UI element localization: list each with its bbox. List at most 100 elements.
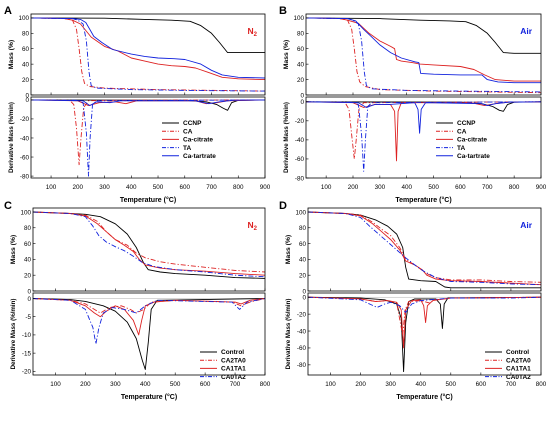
series-line-control <box>308 211 541 289</box>
plot-frame <box>307 207 542 292</box>
series-line-ca2ta0 <box>33 298 265 314</box>
y-tick-label: -20 <box>295 118 305 125</box>
legend-entry: Ca-tartrate <box>183 153 216 160</box>
legend-entry: Ca-citrate <box>457 137 487 144</box>
y-axis-label: Derivative Mass (%/min) <box>285 299 292 370</box>
series-line-control <box>33 298 265 370</box>
y-tick-label: 0 <box>302 295 306 302</box>
y-tick-label: 100 <box>20 209 31 216</box>
atmosphere-label: N2 <box>248 220 258 232</box>
x-tick-label: 700 <box>230 381 241 388</box>
atmosphere-label: N2 <box>248 26 258 38</box>
mass-subplot: 0 20 40 60 80 100 Mass (%) <box>8 13 266 99</box>
x-tick-label: 300 <box>375 184 386 191</box>
legend-entry: TA <box>183 145 191 152</box>
y-tick-label: -20 <box>297 311 307 318</box>
series-line-ca-tartrate <box>306 17 541 84</box>
panel-letter: D <box>279 200 287 212</box>
panel-letter: B <box>279 5 287 17</box>
y-tick-label: 100 <box>293 15 304 22</box>
y-tick-label: -15 <box>22 350 32 357</box>
derivative-subplot: -80 -60 -40 -20 0 Derivative Mass (%/min) <box>283 96 542 182</box>
series-line-ca0ta2 <box>308 211 541 286</box>
y-tick-label: -60 <box>297 345 307 352</box>
plot-frame <box>32 292 266 376</box>
x-tick-label: 400 <box>415 381 426 388</box>
x-tick-label: 700 <box>206 184 217 191</box>
series-lines <box>308 296 541 373</box>
x-tick-label: 100 <box>50 381 61 388</box>
series-line-ca0ta2 <box>308 296 541 313</box>
legend-entry: Control <box>506 349 529 356</box>
x-axis-label: Temperature (°C) <box>120 196 176 204</box>
x-tick-label: 300 <box>110 381 121 388</box>
y-tick-label: 60 <box>24 241 32 248</box>
y-tick-label: 0 <box>25 92 29 99</box>
y-tick-label: -80 <box>295 175 305 182</box>
x-tick-label: 800 <box>233 184 244 191</box>
y-tick-label: 80 <box>22 31 30 38</box>
x-tick-label: 300 <box>385 381 396 388</box>
series-line-ccnp <box>31 99 265 111</box>
y-tick-label: 20 <box>22 77 30 84</box>
y-tick-label: 100 <box>295 209 306 216</box>
series-line-ca <box>306 101 541 160</box>
x-tick-label: 500 <box>428 184 439 191</box>
series-line-ta <box>306 101 541 172</box>
series-line-ta <box>31 17 265 92</box>
y-tick-label: 40 <box>22 61 30 68</box>
atmosphere-subscript: 2 <box>254 226 258 232</box>
y-tick-label: 40 <box>299 257 307 264</box>
y-tick-label: 60 <box>22 46 30 53</box>
x-tick-label: 200 <box>73 184 84 191</box>
x-tick-label: 800 <box>536 381 547 388</box>
y-tick-label: -40 <box>20 135 30 142</box>
plot-frame <box>307 292 542 376</box>
atmosphere-subscript: 2 <box>254 32 258 38</box>
series-line-ca <box>31 99 265 166</box>
x-tick-label: 700 <box>482 184 493 191</box>
y-tick-label: 40 <box>297 61 305 68</box>
series-lines <box>306 17 541 94</box>
series-line-ccnp <box>31 17 265 54</box>
plot-frame <box>32 207 266 292</box>
series-line-ta <box>31 99 265 177</box>
plot-frame <box>305 13 542 96</box>
x-tick-label: 400 <box>401 184 412 191</box>
y-tick-label: -60 <box>20 154 30 161</box>
atmosphere-label: Air <box>520 26 533 36</box>
x-tick-label: 500 <box>446 381 457 388</box>
x-tick-label: 600 <box>200 381 211 388</box>
legend-entry: Ca-citrate <box>183 137 213 144</box>
panel-d: D 0 20 40 60 80 100 Mass (%) -80 -60 -40 -20 0 Deriva… <box>279 200 547 401</box>
y-tick-label: -40 <box>295 137 305 144</box>
mass-subplot: 0 20 40 60 80 100 Mass (%) <box>285 207 542 295</box>
series-line-ca1ta1 <box>33 211 265 276</box>
series-line-ca-tartrate <box>31 99 265 107</box>
x-tick-label: 800 <box>260 381 271 388</box>
y-tick-label: 60 <box>297 46 305 53</box>
series-line-ca1ta1 <box>33 298 265 336</box>
mass-subplot: 0 20 40 60 80 100 Mass (%) <box>10 207 266 295</box>
derivative-subplot: -80 -60 -40 -20 0 Derivative Mass (%/min) <box>8 96 266 180</box>
legend-entry: CA0TA2 <box>221 374 246 381</box>
series-line-ca-tartrate <box>31 17 265 79</box>
x-axis-label: Temperature (°C) <box>121 393 177 401</box>
series-line-ca1ta1 <box>308 211 541 286</box>
legend-entry: CA0TA2 <box>506 374 531 381</box>
x-tick-label: 600 <box>476 381 487 388</box>
y-tick-label: -40 <box>297 328 307 335</box>
legend-entry: CA1TA1 <box>221 366 246 373</box>
x-tick-label: 200 <box>355 381 366 388</box>
x-tick-label: 900 <box>260 184 271 191</box>
series-line-ca2ta0 <box>308 211 541 283</box>
atmosphere-gas: N <box>248 220 254 230</box>
series-lines <box>33 211 265 279</box>
y-tick-label: 0 <box>25 97 29 104</box>
legend-entry: CA2TA0 <box>221 357 246 364</box>
legend-entry: Ca-tartrate <box>457 153 490 160</box>
